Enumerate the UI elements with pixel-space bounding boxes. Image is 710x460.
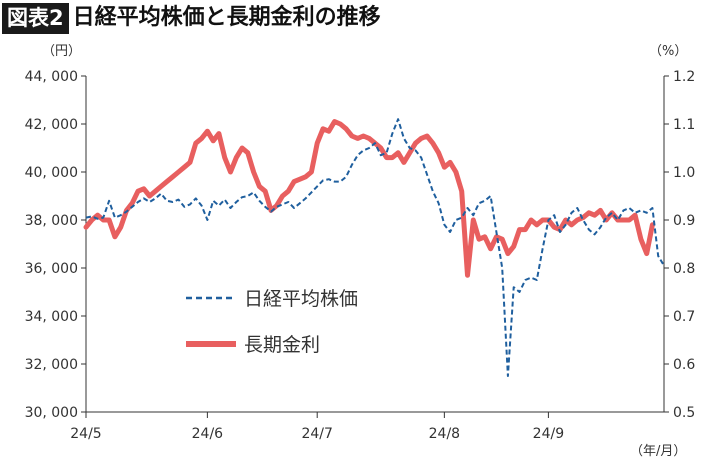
x-tick-label: 24/5 <box>70 426 101 442</box>
right-axis-ticks: 0.5 0.6 0.7 0.8 0.9 1.0 1.1 1.2 <box>664 69 695 421</box>
x-tick-label: 24/7 <box>301 426 332 442</box>
left-tick-label: 38, 000 <box>25 213 78 229</box>
series-line-rate <box>83 119 655 278</box>
right-tick-label: 0.9 <box>673 213 695 229</box>
right-tick-label: 1.1 <box>673 117 695 133</box>
legend-label-nikkei: 日経平均株価 <box>244 288 358 310</box>
left-tick-label: 32, 000 <box>25 357 78 373</box>
legend-label-rate: 長期金利 <box>244 334 320 356</box>
x-axis-unit: （年/月） <box>630 444 686 459</box>
left-tick-label: 44, 000 <box>25 69 78 85</box>
x-tick-label: 24/8 <box>429 426 460 442</box>
left-tick-label: 36, 000 <box>25 261 78 277</box>
left-tick-label: 30, 000 <box>25 405 78 421</box>
right-tick-label: 0.5 <box>673 405 695 421</box>
right-tick-label: 0.8 <box>673 261 695 277</box>
left-tick-label: 40, 000 <box>25 165 78 181</box>
right-tick-label: 0.6 <box>673 357 695 373</box>
x-tick-label: 24/6 <box>192 426 224 442</box>
x-axis-ticks: 24/5 24/6 24/7 24/8 24/9 <box>70 412 564 442</box>
left-tick-label: 34, 000 <box>25 309 78 325</box>
left-axis-unit: （円） <box>42 44 81 59</box>
title-row: 図表2 日経平均株価と長期金利の推移 <box>2 2 381 34</box>
figure-tag: 図表2 <box>2 2 69 34</box>
legend: 日経平均株価 長期金利 <box>186 288 358 356</box>
series-line-nikkei <box>85 118 665 377</box>
right-tick-label: 1.2 <box>673 69 695 85</box>
x-tick-label: 24/9 <box>533 426 564 442</box>
left-axis-ticks: 30, 000 32, 000 34, 000 36, 000 38, 000 40, 0… <box>25 69 86 421</box>
left-tick-label: 42, 000 <box>25 117 78 133</box>
axes <box>85 76 665 413</box>
chart-title: 日経平均株価と長期金利の推移 <box>72 5 381 30</box>
right-tick-label: 1.0 <box>673 165 695 181</box>
right-tick-label: 0.7 <box>673 309 695 325</box>
series-group <box>83 118 665 377</box>
right-axis-unit: （%） <box>649 44 687 59</box>
